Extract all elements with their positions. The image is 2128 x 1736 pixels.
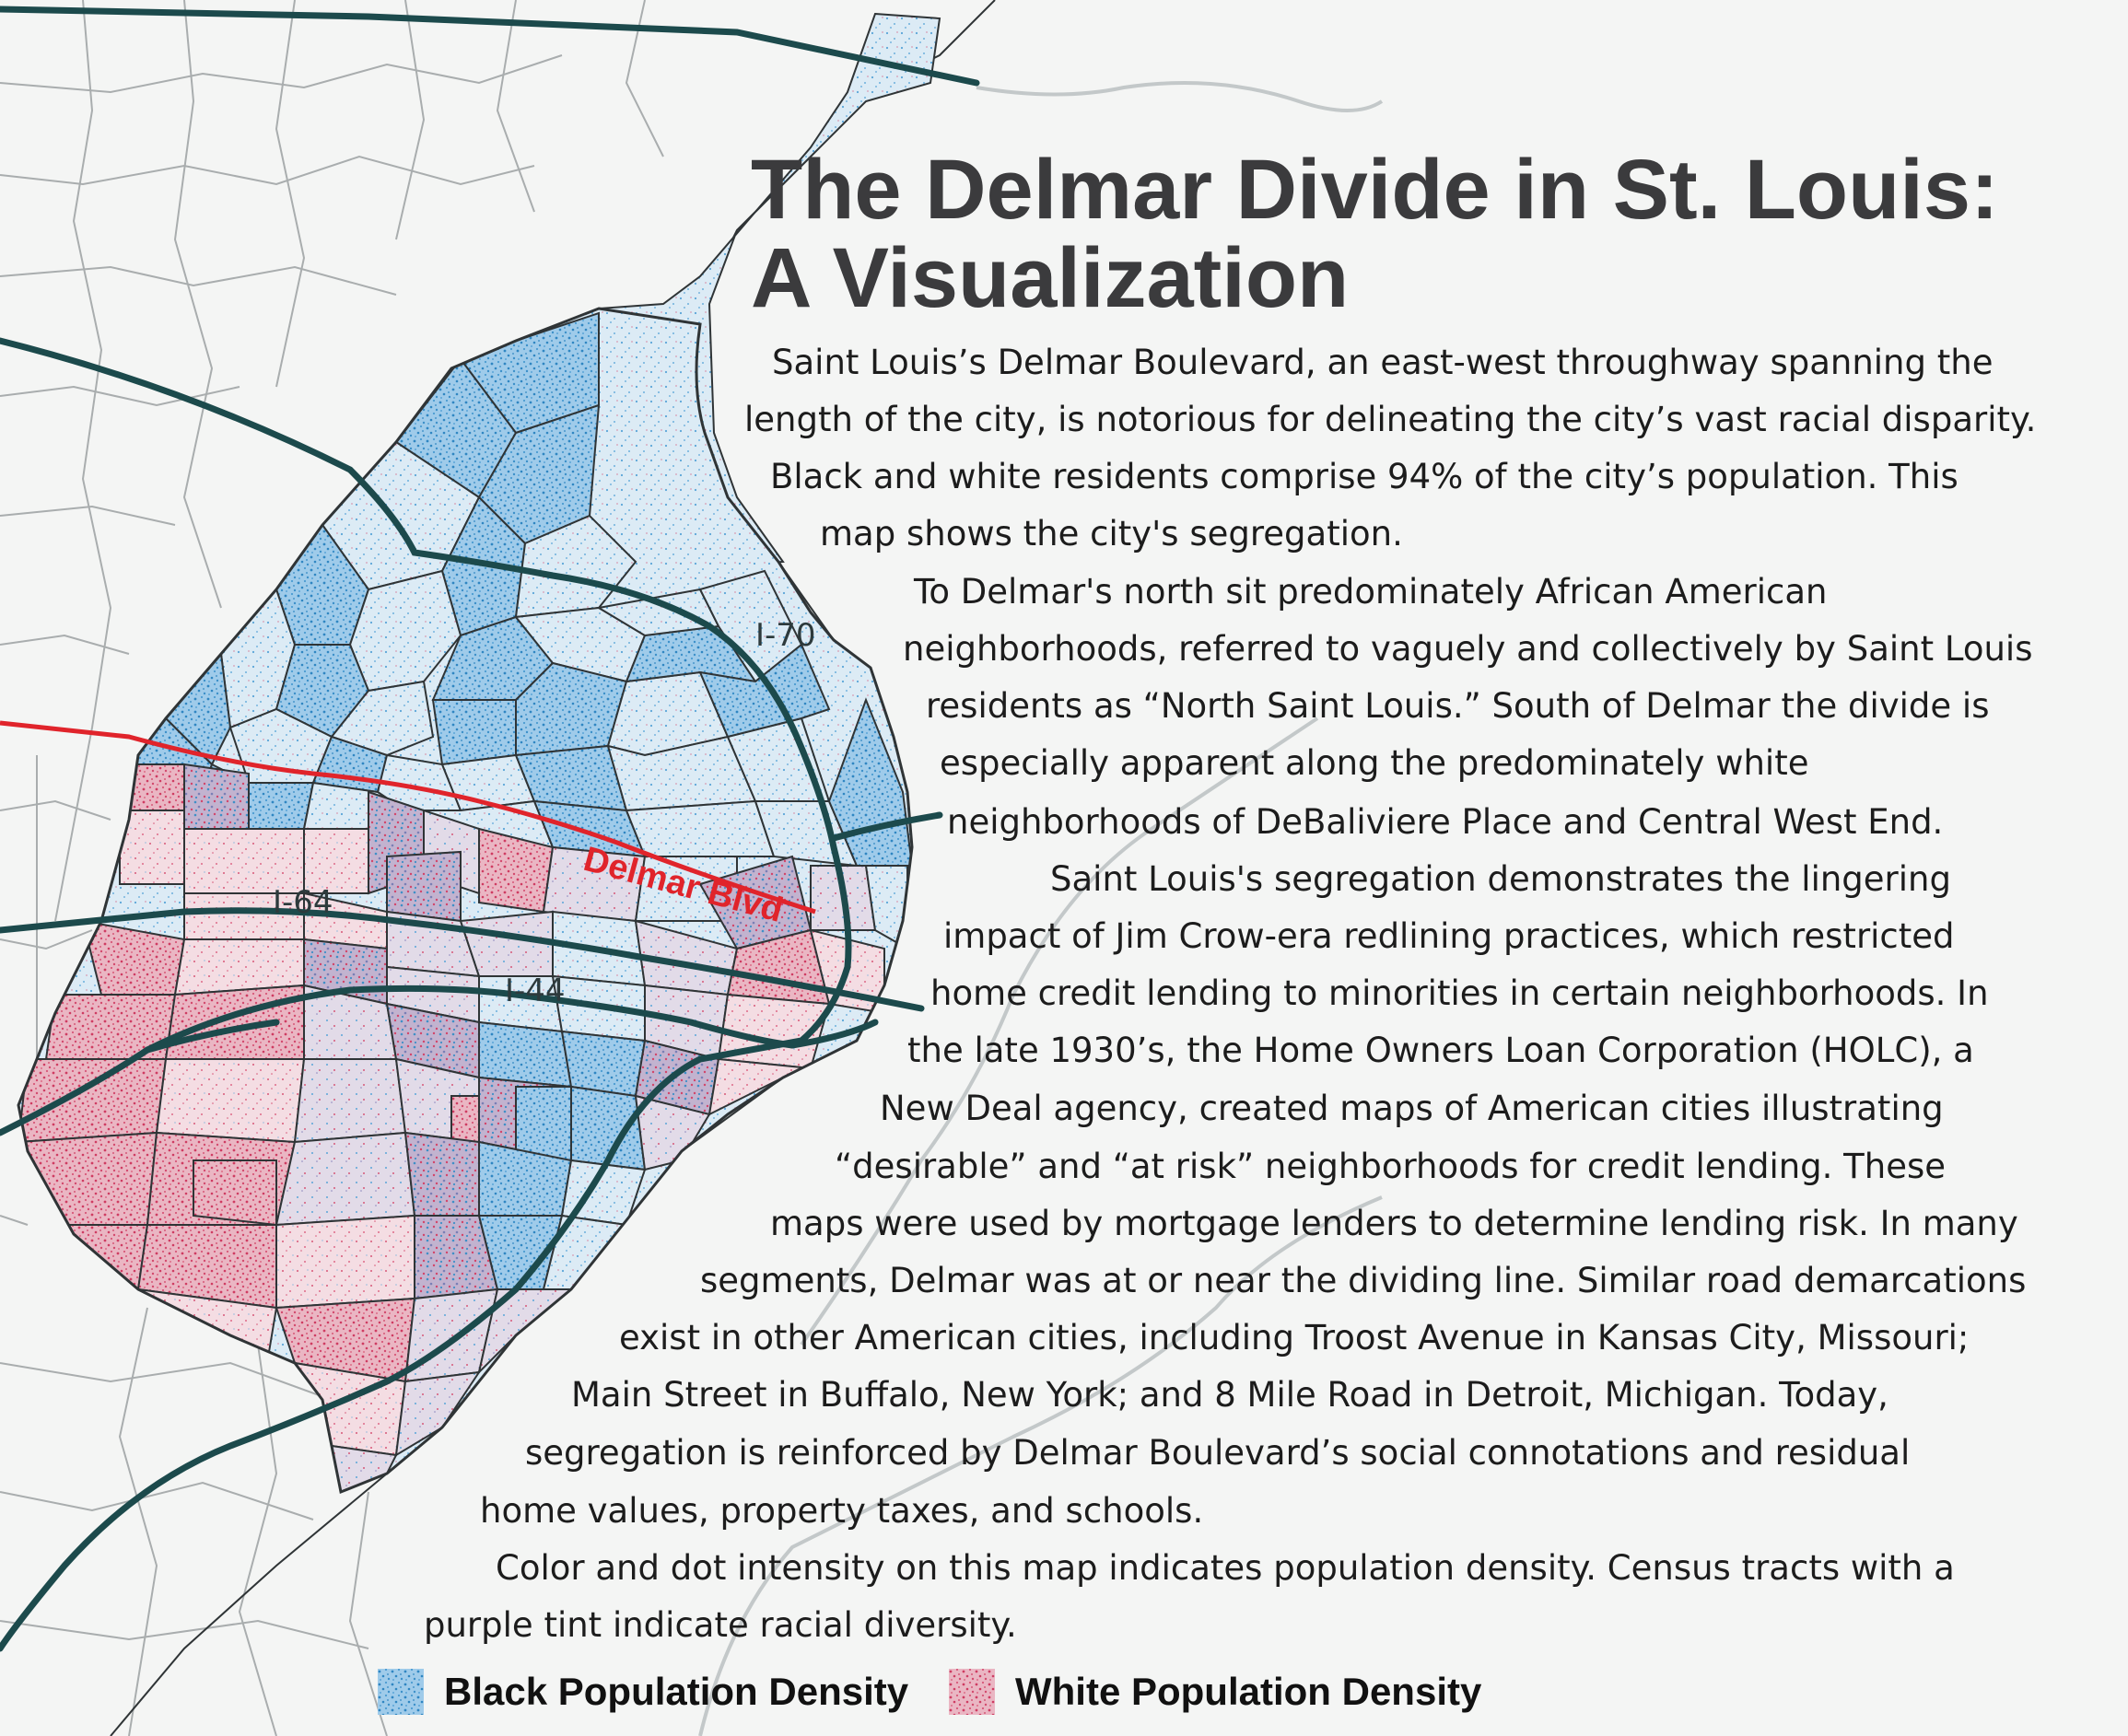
- i64-label: I-64: [273, 884, 333, 921]
- body-line: home values, property taxes, and schools…: [480, 1491, 1204, 1531]
- title-line-2: A Visualization: [751, 231, 1350, 325]
- body-line: Color and dot intensity on this map indi…: [496, 1548, 1955, 1588]
- legend-white-label: White Population Density: [1015, 1670, 1482, 1713]
- body-line: neighborhoods of DeBaliviere Place and C…: [947, 802, 1944, 842]
- legend-white-swatch: [949, 1669, 995, 1715]
- page-title: The Delmar Divide in St. Louis: A Visual…: [751, 146, 1999, 322]
- body-line: purple tint indicate racial diversity.: [424, 1605, 1017, 1645]
- body-line: segregation is reinforced by Delmar Boul…: [525, 1433, 1911, 1473]
- body-line: maps were used by mortgage lenders to de…: [770, 1204, 2018, 1243]
- title-line-1: The Delmar Divide in St. Louis:: [751, 143, 1999, 237]
- legend-white: White Population Density: [949, 1669, 1481, 1715]
- body-line: impact of Jim Crow-era redlining practic…: [943, 916, 1955, 956]
- river-lines: [698, 81, 1384, 1736]
- legend-black-swatch: [378, 1669, 424, 1715]
- body-line: “desirable” and “at risk” neighborhoods …: [835, 1147, 1947, 1186]
- body-line: Main Street in Buffalo, New York; and 8 …: [571, 1375, 1888, 1415]
- body-line: Saint Louis's segregation demonstrates t…: [1050, 859, 1951, 899]
- body-line: New Deal agency, created maps of America…: [880, 1089, 1944, 1128]
- legend-black-label: Black Population Density: [444, 1670, 909, 1713]
- body-line: Black and white residents comprise 94% o…: [770, 457, 1958, 496]
- body-line: especially apparent along the predominat…: [940, 743, 1809, 783]
- body-line: segments, Delmar was at or near the divi…: [700, 1261, 2027, 1300]
- body-line: map shows the city's segregation.: [820, 514, 1403, 553]
- legend-black: Black Population Density: [378, 1669, 908, 1715]
- body-line: Saint Louis’s Delmar Boulevard, an east-…: [772, 343, 1994, 382]
- interstate-highways: [0, 6, 980, 1652]
- body-line: length of the city, is notorious for del…: [744, 400, 2037, 439]
- body-line: the late 1930’s, the Home Owners Loan Co…: [907, 1031, 1974, 1070]
- body-line: To Delmar's north sit predominately Afri…: [914, 572, 1828, 612]
- body-line: exist in other American cities, includin…: [619, 1318, 1970, 1357]
- body-line: home credit lending to minorities in cer…: [930, 973, 1989, 1013]
- delmar-blvd-line: [0, 720, 816, 915]
- i70-label: I-70: [755, 617, 816, 654]
- body-line: neighborhoods, referred to vaguely and c…: [903, 629, 2033, 669]
- city-boundary: [17, 307, 914, 1495]
- body-line: residents as “North Saint Louis.” South …: [926, 686, 1990, 726]
- county-tract-lines: [0, 0, 664, 1736]
- i44-label: I-44: [505, 973, 566, 1009]
